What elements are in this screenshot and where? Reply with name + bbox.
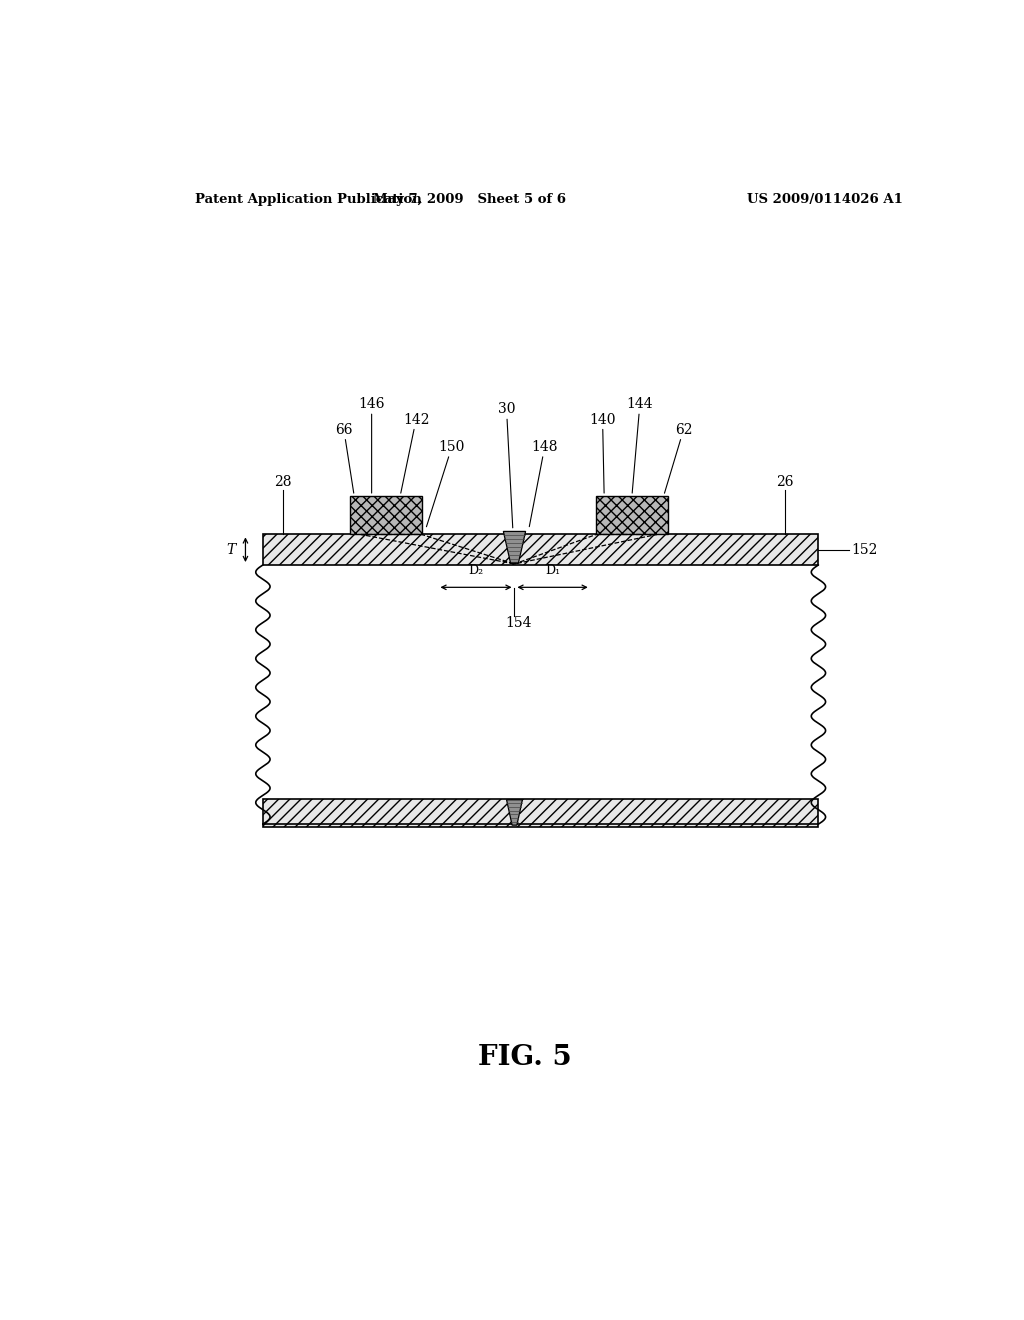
Bar [263, 799, 818, 828]
Text: 150: 150 [426, 440, 465, 527]
Text: 30: 30 [498, 403, 515, 528]
Text: D₂: D₂ [468, 564, 483, 577]
Text: 26: 26 [776, 475, 794, 488]
Text: 140: 140 [590, 413, 615, 494]
Bar [350, 496, 422, 535]
Text: 144: 144 [627, 397, 653, 494]
Text: 148: 148 [529, 440, 558, 527]
Text: 66: 66 [335, 422, 353, 494]
Text: US 2009/0114026 A1: US 2009/0114026 A1 [748, 193, 903, 206]
Text: 28: 28 [274, 475, 292, 488]
Text: FIG. 5: FIG. 5 [478, 1044, 571, 1072]
Polygon shape [507, 800, 522, 825]
Text: 154: 154 [505, 616, 531, 630]
Text: May 7, 2009   Sheet 5 of 6: May 7, 2009 Sheet 5 of 6 [373, 193, 565, 206]
Text: 142: 142 [400, 413, 429, 494]
Polygon shape [504, 532, 525, 562]
Bar [263, 535, 818, 565]
Text: 62: 62 [665, 422, 692, 494]
Text: T: T [226, 543, 236, 557]
Text: 146: 146 [358, 397, 385, 494]
Text: 152: 152 [852, 543, 879, 557]
Bar [596, 496, 668, 535]
Text: D₁: D₁ [545, 564, 560, 577]
Text: Patent Application Publication: Patent Application Publication [196, 193, 422, 206]
